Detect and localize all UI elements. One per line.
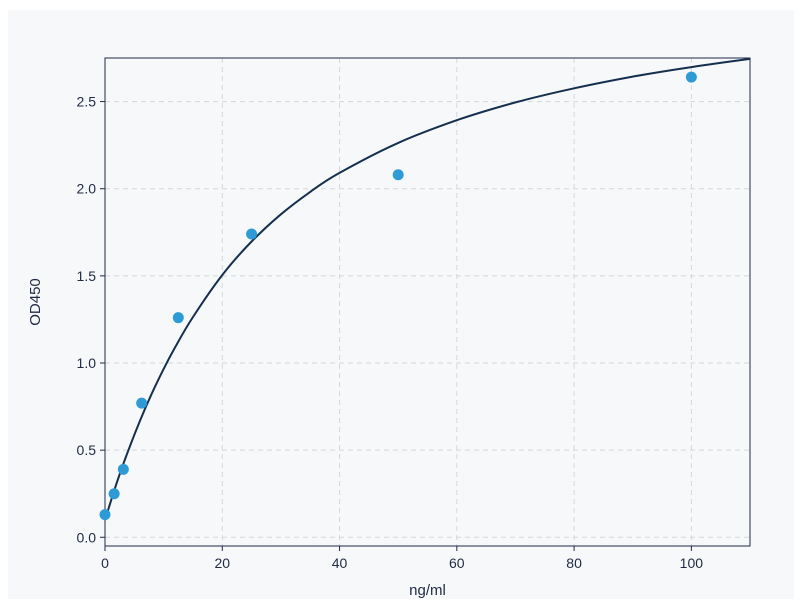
data-point bbox=[172, 312, 184, 324]
chart-panel bbox=[8, 10, 794, 599]
x-tick-label: 60 bbox=[449, 555, 465, 571]
x-tick-label: 80 bbox=[566, 555, 582, 571]
axis-ticks: 0 20 40 60 80 100 0.0 0.5 1.0 1.5 2.0 2.5 bbox=[77, 94, 704, 571]
y-tick-label: 0.5 bbox=[77, 442, 97, 458]
fit-curve bbox=[104, 57, 751, 521]
data-points bbox=[99, 71, 697, 521]
y-tick-label: 2.5 bbox=[77, 94, 97, 110]
data-point bbox=[108, 488, 120, 500]
y-tick-label: 1.0 bbox=[77, 355, 97, 371]
data-point bbox=[99, 509, 111, 521]
data-point bbox=[117, 463, 129, 475]
data-point bbox=[246, 228, 258, 240]
y-tick-label: 0.0 bbox=[77, 529, 97, 545]
y-tick-label: 1.5 bbox=[77, 268, 97, 284]
x-tick-label: 0 bbox=[101, 555, 109, 571]
plot-area bbox=[104, 57, 751, 547]
x-tick-label: 20 bbox=[214, 555, 230, 571]
y-tick-label: 2.0 bbox=[77, 181, 97, 197]
data-point bbox=[136, 397, 148, 409]
x-tick-label: 100 bbox=[680, 555, 704, 571]
y-axis-title: OD450 bbox=[27, 278, 44, 326]
data-point bbox=[392, 169, 404, 181]
x-axis-title: ng/ml bbox=[409, 582, 446, 599]
x-tick-label: 40 bbox=[332, 555, 348, 571]
data-point bbox=[685, 71, 697, 83]
